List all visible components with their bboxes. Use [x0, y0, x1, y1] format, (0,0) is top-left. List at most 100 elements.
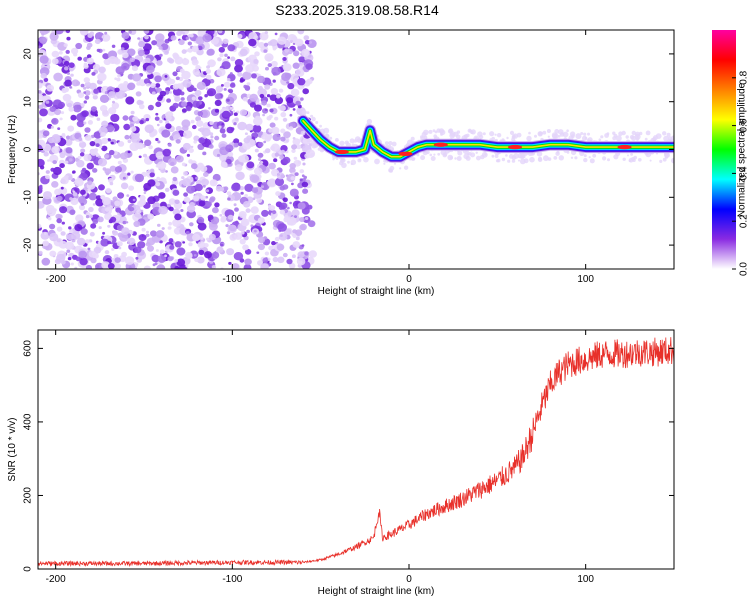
noise-blob: [56, 195, 63, 202]
noise-blob: [72, 170, 76, 174]
bottom-plot-xtick-label: 100: [577, 574, 594, 585]
noise-blob: [228, 261, 232, 265]
ridge-halo: [638, 158, 642, 162]
ridge-halo: [416, 153, 420, 157]
ridge-halo: [329, 136, 333, 140]
noise-blob: [201, 178, 209, 186]
noise-blob: [135, 256, 139, 260]
noise-blob: [89, 141, 96, 147]
noise-blob: [144, 124, 154, 133]
noise-blob: [75, 256, 81, 262]
noise-blob: [193, 135, 200, 142]
noise-blob: [129, 207, 135, 211]
top-plot-xtick-label: 100: [577, 274, 594, 285]
noise-blob: [127, 48, 136, 57]
ridge-halo: [575, 133, 582, 140]
noise-blob: [280, 112, 287, 118]
noise-blob: [172, 87, 182, 96]
ridge-halo: [607, 158, 610, 162]
noise-blob: [262, 113, 265, 117]
top-plot-xtick-label: 0: [406, 274, 412, 285]
ridge-halo: [598, 138, 602, 141]
noise-blob: [124, 256, 135, 265]
noise-blob: [41, 257, 51, 266]
noise-blob: [107, 263, 115, 269]
noise-blob: [286, 97, 294, 104]
noise-blob: [205, 187, 213, 195]
noise-blob: [100, 238, 110, 247]
noise-blob: [268, 128, 273, 133]
noise-blob: [197, 216, 205, 224]
noise-blob: [78, 204, 86, 211]
noise-blob: [225, 224, 229, 228]
noise-blob: [38, 132, 42, 137]
noise-blob: [214, 93, 221, 100]
noise-blob: [119, 152, 128, 160]
noise-blob: [83, 121, 87, 125]
noise-blob: [179, 68, 185, 74]
noise-blob: [230, 56, 236, 62]
ridge-halo: [310, 114, 314, 118]
noise-blob: [206, 88, 217, 97]
noise-blob: [96, 264, 100, 268]
noise-blob: [205, 68, 211, 74]
noise-blob: [61, 221, 65, 225]
ridge-halo: [388, 141, 393, 146]
noise-blob: [227, 214, 234, 220]
noise-blob: [272, 256, 279, 263]
noise-blob: [102, 167, 107, 171]
ridge-halo: [339, 140, 345, 146]
noise-blob: [110, 141, 114, 145]
noise-blob: [146, 237, 156, 246]
ridge-halo: [580, 132, 584, 135]
ridge-halo: [366, 118, 373, 125]
ridge-halo: [420, 155, 426, 161]
noise-blob: [279, 105, 286, 112]
ridge-halo: [622, 157, 626, 161]
noise-blob: [64, 66, 69, 71]
ridge-halo: [509, 130, 515, 135]
ridge-halo: [537, 131, 543, 137]
noise-blob: [245, 64, 255, 73]
noise-blob: [192, 68, 200, 76]
noise-blob: [245, 208, 251, 213]
noise-blob: [190, 145, 194, 149]
noise-blob: [39, 165, 45, 170]
noise-blob: [175, 76, 180, 81]
noise-blob: [220, 217, 226, 223]
ridge-halo: [627, 154, 629, 157]
noise-blob: [71, 79, 80, 87]
noise-blob: [268, 205, 276, 211]
noise-blob: [244, 85, 251, 91]
noise-blob: [185, 36, 190, 40]
noise-blob: [243, 201, 251, 208]
noise-blob: [251, 73, 257, 79]
colorbar-tick-label: 0.8: [739, 70, 750, 84]
ridge-hotspot: [398, 151, 413, 157]
ridge-halo: [566, 151, 570, 154]
noise-blob: [233, 112, 238, 116]
noise-blob: [69, 209, 76, 216]
noise-blob: [233, 203, 237, 207]
noise-blob: [294, 172, 299, 177]
noise-blob: [61, 133, 66, 137]
noise-blob: [243, 137, 251, 144]
noise-blob: [254, 104, 262, 112]
noise-blob: [172, 176, 178, 182]
noise-blob: [202, 184, 206, 188]
noise-blob: [216, 153, 221, 157]
noise-blob: [269, 122, 276, 128]
ridge-halo: [523, 158, 529, 164]
noise-blob: [52, 166, 62, 176]
noise-blob: [47, 159, 50, 162]
noise-blob: [90, 106, 97, 112]
noise-blob: [257, 217, 265, 224]
noise-blob: [198, 249, 205, 256]
noise-blob: [301, 48, 310, 57]
noise-blob: [256, 251, 260, 254]
noise-blob: [181, 58, 190, 66]
noise-blob: [292, 137, 296, 140]
noise-blob: [234, 164, 243, 172]
noise-blob: [137, 37, 141, 40]
noise-blob: [219, 53, 224, 58]
